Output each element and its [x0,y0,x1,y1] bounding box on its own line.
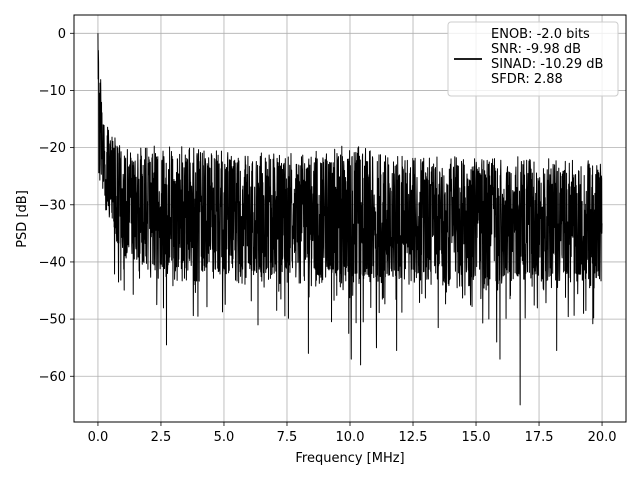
legend-line-3: SINAD: -10.29 dB [491,57,603,72]
x-tick-label: 5.0 [214,430,235,445]
plot-area [97,33,603,406]
legend: ENOB: -2.0 bits SNR: -9.98 dB SINAD: -10.2… [447,21,619,97]
y-tick-label: 0 [58,27,66,42]
x-tick-label: 2.5 [151,430,172,445]
legend-line-4: SFDR: 2.88 [491,72,563,87]
y-tick-label: −30 [39,198,66,213]
x-tick-label: 12.5 [399,430,428,445]
legend-line-2: SNR: -9.98 dB [491,42,581,57]
x-axis-label: Frequency [MHz] [295,451,404,466]
y-tick-label: −50 [39,313,66,328]
legend-line-1: ENOB: -2.0 bits [491,27,590,42]
x-tick-label: 20.0 [588,430,617,445]
y-tick-label: −20 [39,141,66,156]
psd-trace [97,33,603,406]
y-tick-label: −60 [39,370,66,385]
x-tick-label: 0.0 [88,430,109,445]
legend-box [447,21,619,97]
x-tick-label: 17.5 [525,430,554,445]
y-axis-ticks: 0 −10 −20 −30 −40 −50 −60 [39,27,74,385]
y-tick-label: −10 [39,84,66,99]
x-tick-label: 7.5 [277,430,298,445]
x-axis-ticks: 0.0 2.5 5.0 7.5 10.0 12.5 15.0 17.5 20.0 [88,422,617,445]
y-tick-label: −40 [39,255,66,270]
legend-label: ENOB: -2.0 bits SNR: -9.98 dB SINAD: -10.2… [491,27,603,87]
x-tick-label: 15.0 [462,430,491,445]
y-axis-label: PSD [dB] [15,190,30,248]
x-tick-label: 10.0 [336,430,365,445]
